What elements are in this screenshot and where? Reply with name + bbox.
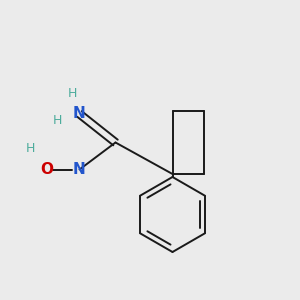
Text: O: O [40, 162, 53, 177]
Text: H: H [25, 142, 35, 155]
Text: H: H [67, 86, 77, 100]
Text: N: N [73, 106, 86, 122]
Text: H: H [52, 113, 62, 127]
Text: N: N [73, 162, 86, 177]
